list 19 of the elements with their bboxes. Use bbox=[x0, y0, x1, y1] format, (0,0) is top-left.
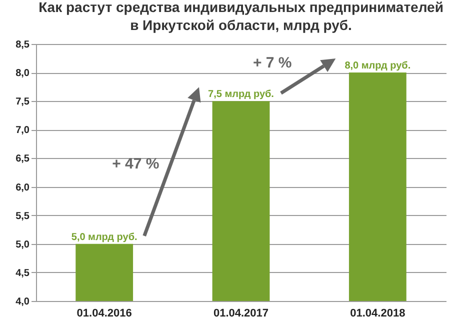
data-label: 5,0 млрд руб. bbox=[71, 232, 138, 243]
y-tick-label: 4,0 bbox=[16, 296, 30, 308]
y-tick-label: 5,0 bbox=[16, 239, 30, 250]
data-label: 7,5 млрд руб. bbox=[208, 89, 274, 100]
x-tick-label: 01.04.2018 bbox=[350, 308, 406, 320]
y-tick-label: 5,5 bbox=[16, 210, 30, 222]
x-tick-label: 01.04.2016 bbox=[76, 308, 132, 320]
y-tick-label: 7,0 bbox=[16, 125, 30, 136]
x-tick-label: 01.04.2017 bbox=[213, 308, 269, 320]
y-tick-label: 6,5 bbox=[16, 154, 30, 165]
y-tick-label: 7,5 bbox=[16, 96, 30, 108]
y-tick-label: 8,0 bbox=[16, 68, 30, 80]
chart-title: Как растут средства индивидуальных предпринимателей в Иркутской области, млрд руб. bbox=[38, 0, 444, 33]
y-tick-label: 4,5 bbox=[16, 268, 30, 279]
y-tick-label: 6,0 bbox=[16, 182, 30, 194]
annotation: + 47 % bbox=[112, 155, 160, 172]
y-tick-label: 8,5 bbox=[16, 40, 30, 50]
data-label: 8,0 млрд руб. bbox=[344, 60, 411, 72]
annotation: + 7 % bbox=[252, 54, 292, 72]
